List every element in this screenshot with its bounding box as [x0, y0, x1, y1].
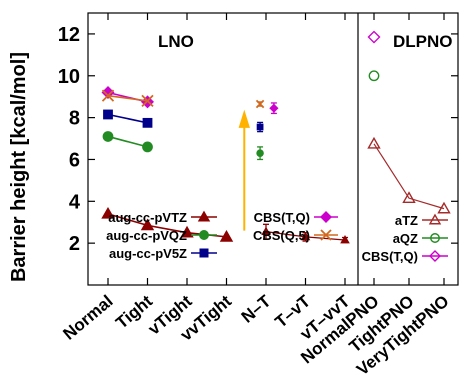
data-point-aqz: [368, 70, 380, 82]
series-line-aug-cc-pvqz: [107, 135, 148, 148]
legend-marker-aug-cc-pv5z: [199, 248, 209, 258]
series-line-aug-cc-pv5z: [107, 113, 148, 124]
data-point-atz: [402, 191, 416, 203]
x-tick-label: N–T: [238, 291, 275, 327]
panel-title-lno: LNO: [158, 32, 194, 51]
y-tick-label: 4: [69, 191, 81, 213]
series-line-atz: [373, 143, 445, 210]
legend-label: aug-cc-pV5Z: [109, 246, 187, 261]
extrapolated-point-cbs-t-q: [269, 103, 279, 113]
legend-marker-cbs-q-5: [320, 229, 332, 241]
legend-label: CBS(T,Q): [362, 249, 418, 264]
panel-title-dlpno: DLPNO: [393, 32, 453, 51]
data-point-atz: [437, 201, 451, 214]
data-point-aug-cc-pv5z: [142, 117, 153, 128]
legend-marker-cbs-t-q: [429, 250, 441, 262]
extrapolated-point-aug-cc-pvtz: [340, 235, 350, 244]
extrapolated-point-aug-cc-pvqz: [256, 149, 264, 157]
data-point-aug-cc-pvtz: [101, 206, 115, 219]
extrapolated-point-aug-cc-pv5z: [256, 123, 264, 131]
y-axis-title: Barrier height [kcal/mol]: [8, 52, 30, 282]
legend-marker-aug-cc-pvqz: [199, 230, 209, 240]
legend-marker-cbs-t-q: [320, 211, 332, 223]
data-point-aug-cc-pv5z: [103, 109, 113, 120]
legend-label: CBS(Q,5): [253, 228, 310, 243]
legend-label: aQZ: [393, 231, 418, 246]
legend-marker-aqz: [430, 233, 440, 243]
extrapolated-point-aug-cc-pvtz: [300, 231, 311, 241]
legend-marker-aug-cc-pvtz: [197, 210, 211, 222]
data-point-cbs-q-5: [141, 94, 154, 108]
legend-marker-atz: [428, 213, 442, 225]
extrapolated-point-aug-cc-pvtz: [261, 226, 271, 236]
data-point-aug-cc-pvqz: [142, 141, 153, 153]
y-tick-label: 10: [58, 66, 80, 88]
y-tick-label: 6: [69, 149, 80, 171]
data-point-cbs-t-q: [367, 30, 381, 44]
y-tick-label: 8: [69, 108, 80, 130]
data-point-aug-cc-pvtz: [219, 229, 234, 242]
legend-label: aug-cc-pVQZ: [106, 228, 187, 243]
arrow-head: [238, 109, 250, 128]
legend-label: aTZ: [395, 213, 418, 228]
data-point-cbs-q-5: [101, 89, 115, 102]
x-tick-label: Normal: [59, 292, 116, 344]
data-point-aug-cc-pvqz: [102, 131, 114, 142]
y-tick-label: 12: [58, 24, 80, 46]
data-point-atz: [367, 136, 381, 149]
extrapolated-point-cbs-q-5: [255, 99, 265, 109]
legend-label: aug-cc-pVTZ: [108, 210, 187, 225]
data-point-aug-cc-pvtz: [180, 225, 194, 238]
plot-frame: [87, 12, 459, 286]
legend-label: CBS(T,Q): [254, 210, 310, 225]
data-point-aug-cc-pvtz: [140, 218, 155, 231]
series-line-cbs-q-5: [107, 94, 148, 102]
y-tick-label: 2: [69, 233, 80, 255]
